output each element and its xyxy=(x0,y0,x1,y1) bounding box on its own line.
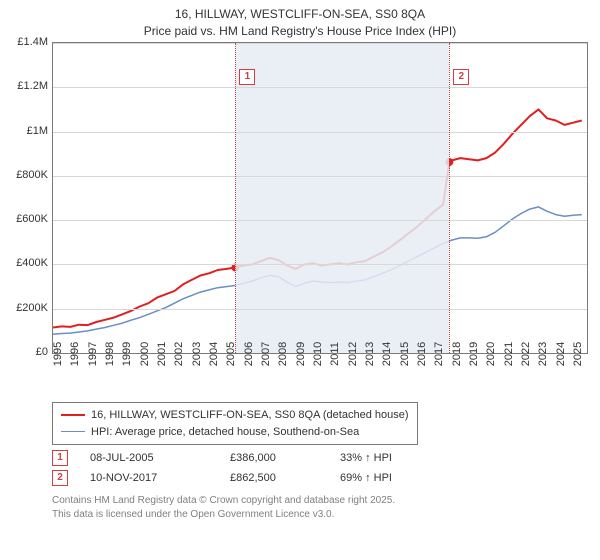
y-tick-label: £400K xyxy=(4,257,48,269)
legend-row: 16, HILLWAY, WESTCLIFF-ON-SEA, SS0 8QA (… xyxy=(61,407,409,424)
y-tick-label: £200K xyxy=(4,302,48,314)
x-tick-label: 2020 xyxy=(485,342,497,366)
x-tick-label: 2018 xyxy=(451,342,463,366)
x-tick-label: 2011 xyxy=(329,342,341,366)
legend-swatch xyxy=(61,431,85,432)
y-axis: £0£200K£400K£600K£800K£1M£1.2M£1.4M xyxy=(8,42,52,352)
table-marker-box: 2 xyxy=(52,470,68,486)
x-tick-label: 2007 xyxy=(260,342,272,366)
gridline xyxy=(53,132,587,133)
title-block: 16, HILLWAY, WESTCLIFF-ON-SEA, SS0 8QA P… xyxy=(0,0,600,40)
x-tick-label: 2025 xyxy=(572,342,584,366)
gridline xyxy=(53,176,587,177)
x-tick-label: 2015 xyxy=(399,342,411,366)
x-tick-label: 2019 xyxy=(468,342,480,366)
x-tick-label: 2016 xyxy=(416,342,428,366)
x-tick-label: 2006 xyxy=(243,342,255,366)
x-tick-label: 1997 xyxy=(87,342,99,366)
plot-area: 12 xyxy=(52,42,588,354)
y-tick-label: £1M xyxy=(4,125,48,137)
x-tick-label: 1995 xyxy=(52,342,64,366)
x-tick-label: 2017 xyxy=(433,342,445,366)
x-tick-label: 2010 xyxy=(312,342,324,366)
x-tick-label: 2023 xyxy=(537,342,549,366)
x-tick-label: 2003 xyxy=(191,342,203,366)
table-date: 10-NOV-2017 xyxy=(90,472,230,484)
gridline xyxy=(53,43,587,44)
x-tick-label: 2004 xyxy=(208,342,220,366)
table-row: 1 08-JUL-2005£386,00033% ↑ HPI xyxy=(52,448,392,468)
legend-label: 16, HILLWAY, WESTCLIFF-ON-SEA, SS0 8QA (… xyxy=(91,407,409,424)
footer-line2: This data is licensed under the Open Gov… xyxy=(52,508,395,522)
gridline xyxy=(53,264,587,265)
marker-vline xyxy=(235,43,236,353)
x-tick-label: 2024 xyxy=(555,342,567,366)
x-tick-label: 2013 xyxy=(364,342,376,366)
marker-vline xyxy=(449,43,450,353)
x-tick-label: 2008 xyxy=(277,342,289,366)
x-tick-label: 2002 xyxy=(173,342,185,366)
title-address: 16, HILLWAY, WESTCLIFF-ON-SEA, SS0 8QA xyxy=(0,6,600,23)
marker-label-box: 2 xyxy=(453,69,469,85)
footer-line1: Contains HM Land Registry data © Crown c… xyxy=(52,494,395,508)
gridline xyxy=(53,87,587,88)
y-tick-label: £0 xyxy=(4,346,48,358)
chart-container: 16, HILLWAY, WESTCLIFF-ON-SEA, SS0 8QA P… xyxy=(0,0,600,560)
chart-wrap: £0£200K£400K£600K£800K£1M£1.2M£1.4M 12 1… xyxy=(8,42,592,392)
table-pct: 33% ↑ HPI xyxy=(340,452,392,464)
sale-table: 1 08-JUL-2005£386,00033% ↑ HPI 2 10-NOV-201… xyxy=(52,448,392,488)
legend: 16, HILLWAY, WESTCLIFF-ON-SEA, SS0 8QA (… xyxy=(52,402,418,445)
table-pct: 69% ↑ HPI xyxy=(340,472,392,484)
x-tick-label: 2001 xyxy=(156,342,168,366)
table-marker-box: 1 xyxy=(52,450,68,466)
footer: Contains HM Land Registry data © Crown c… xyxy=(52,494,395,521)
shaded-range xyxy=(235,43,449,353)
y-tick-label: £600K xyxy=(4,213,48,225)
x-tick-label: 2005 xyxy=(225,342,237,366)
x-tick-label: 1996 xyxy=(69,342,81,366)
x-tick-label: 1999 xyxy=(121,342,133,366)
table-date: 08-JUL-2005 xyxy=(90,452,230,464)
x-tick-label: 2009 xyxy=(295,342,307,366)
x-tick-label: 2014 xyxy=(381,342,393,366)
gridline xyxy=(53,220,587,221)
table-row: 2 10-NOV-2017£862,50069% ↑ HPI xyxy=(52,468,392,488)
table-price: £862,500 xyxy=(230,472,340,484)
legend-swatch xyxy=(61,414,85,416)
x-axis: 1995199619971998199920002001200220032004… xyxy=(52,352,586,392)
x-tick-label: 1998 xyxy=(104,342,116,366)
x-tick-label: 2022 xyxy=(520,342,532,366)
y-tick-label: £800K xyxy=(4,169,48,181)
x-tick-label: 2012 xyxy=(347,342,359,366)
x-tick-label: 2021 xyxy=(503,342,515,366)
table-price: £386,000 xyxy=(230,452,340,464)
marker-label-box: 1 xyxy=(239,69,255,85)
y-tick-label: £1.4M xyxy=(4,36,48,48)
x-tick-label: 2000 xyxy=(139,342,151,366)
gridline xyxy=(53,309,587,310)
y-tick-label: £1.2M xyxy=(4,80,48,92)
title-subtitle: Price paid vs. HM Land Registry's House … xyxy=(0,23,600,40)
legend-label: HPI: Average price, detached house, Sout… xyxy=(91,424,359,441)
legend-row: HPI: Average price, detached house, Sout… xyxy=(61,424,409,441)
